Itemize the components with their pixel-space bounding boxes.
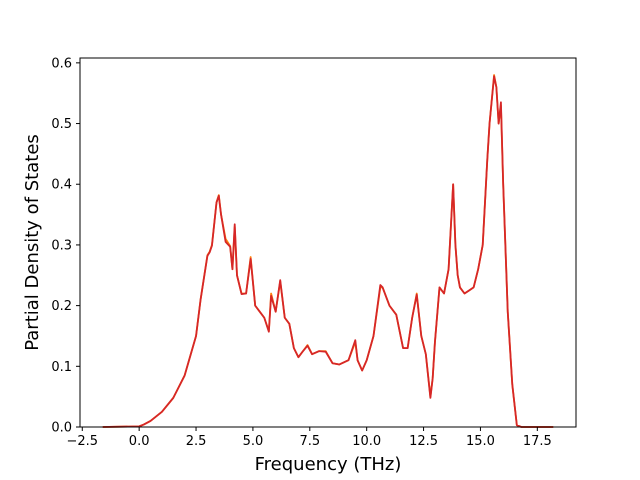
y-tick-label: 0.4 [51, 178, 72, 193]
x-tick-label: 2.5 [186, 434, 207, 449]
series-layer [102, 74, 554, 428]
x-tick-label: −2.5 [66, 434, 98, 449]
y-tick-label: 0.6 [51, 56, 72, 71]
y-tick-label: 0.3 [51, 238, 72, 253]
y-axis-ticks: 0.0 0.1 0.2 0.3 0.4 0.5 0.6 [51, 56, 80, 436]
x-tick-label: 17.5 [523, 434, 552, 449]
x-tick-label: 5.0 [243, 434, 264, 449]
y-tick-label: 0.2 [51, 299, 72, 314]
series-line-2 [102, 75, 554, 428]
y-tick-label: 0.5 [51, 117, 72, 132]
x-axis-label: Frequency (THz) [255, 454, 402, 475]
y-tick-label: 0.1 [51, 360, 72, 375]
x-tick-label: 7.5 [299, 434, 320, 449]
axes-frame [79, 57, 577, 428]
y-tick-label: 0.0 [51, 421, 72, 436]
x-tick-label: 0.0 [129, 434, 150, 449]
x-axis-ticks: −2.5 0.0 2.5 5.0 7.5 10.0 12.5 15.0 17.5 [66, 427, 552, 449]
x-tick-label: 12.5 [409, 434, 438, 449]
x-tick-label: 15.0 [466, 434, 495, 449]
plot-area [79, 57, 577, 428]
x-tick-label: 10.0 [352, 434, 381, 449]
y-axis-label: Partial Density of States [22, 134, 43, 351]
